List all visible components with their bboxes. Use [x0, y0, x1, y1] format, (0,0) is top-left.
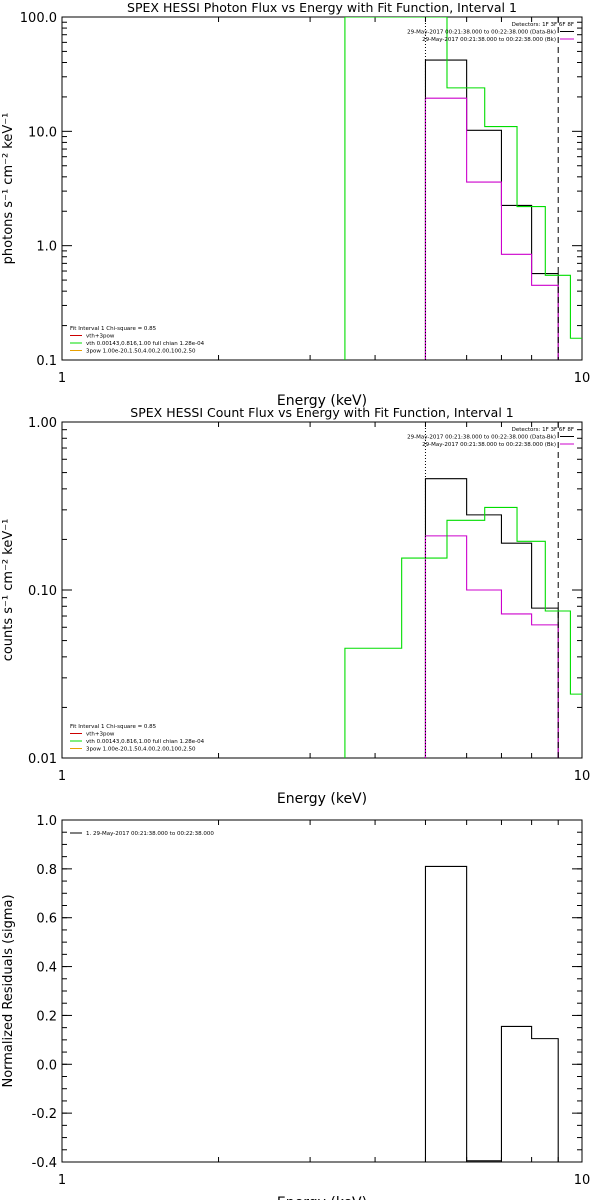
legend-entry: vth 0.00143,0.816,1.00 full chian 1.28e-… — [86, 341, 205, 347]
plot-frame — [61, 421, 583, 759]
x-axis-label: Energy (keV) — [277, 791, 367, 807]
y-tick-label: 0.10 — [28, 584, 57, 599]
legend-entry: vth 0.00143,0.816,1.00 full chian 1.28e-… — [86, 739, 205, 745]
x-tick-label: 10 — [574, 1173, 591, 1188]
y-tick-label: 1.00 — [28, 416, 57, 431]
series-residuals-line — [424, 865, 559, 1162]
legend-entry: 3pow 1.00e-20,1.50,4.00,2.00,100,2.50 — [86, 747, 196, 753]
y-tick-label: 1.0 — [36, 814, 57, 829]
legend-entry: 3pow 1.00e-20,1.50,4.00,2.00,100,2.50 — [86, 349, 196, 355]
series-bk-line — [424, 97, 559, 360]
x-tick-label: 1 — [58, 769, 66, 784]
chart-panel-3: 1 10 -0.4 -0.2 0.0 0.2 0.4 0.6 0.8 1.0 Energy (keV… — [1, 814, 590, 1200]
legend-entry: vth+3pow — [86, 334, 115, 340]
y-tick-label: -0.2 — [32, 1107, 57, 1122]
y-tick-label: 1.0 — [36, 240, 57, 255]
x-tick-label: 10 — [574, 371, 591, 386]
series-data-bk-line — [424, 478, 559, 758]
x-axis-label: Energy (keV) — [277, 393, 367, 409]
y-tick-label: 0.4 — [36, 961, 57, 976]
data-area — [424, 865, 559, 1162]
series-vth-line — [344, 506, 582, 758]
chart-panel-1: 1 10 0.1 1.0 10.0 100.0 SPEX HESSI Photon Flux… — [1, 0, 590, 409]
y-tick-label: 0.1 — [36, 354, 57, 369]
y-axis-label: Normalized Residuals (sigma) — [1, 894, 16, 1087]
legend-entry: 29-May-2017 00:21:38.000 to 00:22:38.000… — [407, 30, 556, 36]
data-area — [344, 17, 582, 360]
legend-entry: 29-May-2017 00:21:38.000 to 00:22:38.000… — [422, 442, 556, 448]
legend-entry: 29-May-2017 00:21:38.000 to 00:22:38.000… — [422, 37, 556, 43]
chart-title: SPEX HESSI Photon Flux vs Energy with Fi… — [127, 0, 517, 15]
series-data-bk-line — [424, 59, 559, 360]
chart-title: SPEX HESSI Count Flux vs Energy with Fit… — [130, 405, 513, 420]
plot-frame — [61, 819, 583, 1163]
legend-entry: vth+3pow — [86, 732, 115, 738]
y-axis-label: photons s⁻¹ cm⁻² keV⁻¹ — [1, 113, 16, 265]
series-vth-line — [344, 17, 582, 360]
y-tick-label: 0.01 — [28, 752, 57, 767]
y-axis-label: counts s⁻¹ cm⁻² keV⁻¹ — [1, 519, 16, 662]
legend-entry: Detectors: 1F 3F 6F 8F — [512, 427, 574, 433]
y-tick-label: 0.0 — [36, 1058, 57, 1073]
legend-entry: Detectors: 1F 3F 6F 8F — [512, 22, 574, 28]
legend-entry: Fit Interval 1 Chi-square = 0.85 — [70, 724, 157, 730]
legend-entry: 29-May-2017 00:21:38.000 to 00:22:38.000… — [407, 435, 556, 441]
series-bk-line — [424, 535, 559, 758]
data-area — [344, 478, 582, 758]
y-tick-label: -0.4 — [32, 1156, 57, 1171]
y-tick-label: 0.2 — [36, 1009, 57, 1024]
x-tick-label: 1 — [58, 1173, 66, 1188]
y-tick-label: 0.8 — [36, 863, 57, 878]
legend-entry: Fit Interval 1 Chi-square = 0.85 — [70, 326, 157, 332]
y-tick-label: 100.0 — [20, 11, 57, 26]
chart-panel-2: 1 10 0.01 0.10 1.00 SPEX HESSI Count Flux vs … — [1, 405, 590, 807]
plot-frame — [61, 16, 583, 361]
x-tick-label: 1 — [58, 371, 66, 386]
legend-entry: 1. 29-May-2017 00:21:38.000 to 00:22:38.… — [86, 831, 214, 837]
y-tick-label: 10.0 — [28, 125, 57, 140]
x-axis-label: Energy (keV) — [277, 1195, 367, 1200]
y-tick-label: 0.6 — [36, 912, 57, 927]
x-tick-label: 10 — [574, 769, 591, 784]
